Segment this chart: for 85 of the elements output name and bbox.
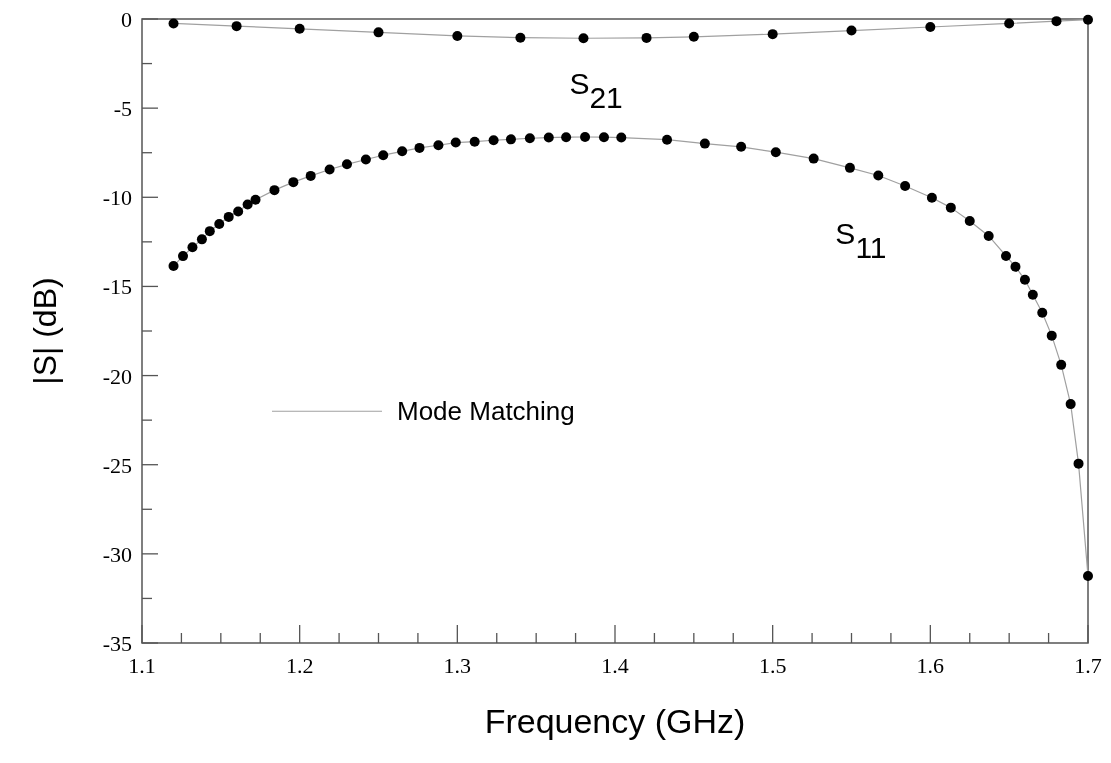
- point: [515, 32, 526, 43]
- x-tick-label: 1.4: [601, 653, 629, 678]
- point: [983, 230, 994, 241]
- y-tick-label: -10: [102, 185, 132, 211]
- point: [341, 159, 352, 170]
- point: [1065, 399, 1076, 410]
- point: [524, 133, 535, 144]
- point: [543, 132, 554, 143]
- y-tick-label: -20: [102, 363, 132, 389]
- point: [452, 30, 463, 41]
- point: [242, 199, 253, 210]
- point: [288, 177, 299, 188]
- point: [204, 226, 215, 237]
- x-tick-label: 1.3: [443, 653, 472, 678]
- point: [469, 136, 480, 147]
- point: [373, 27, 384, 38]
- point: [378, 150, 389, 161]
- point: [294, 23, 305, 34]
- point: [598, 132, 609, 143]
- point: [1019, 274, 1030, 285]
- point: [250, 194, 261, 205]
- x-tick-label: 1.6: [916, 653, 945, 678]
- point: [397, 146, 408, 157]
- point: [177, 251, 188, 262]
- point: [1083, 570, 1093, 581]
- point: [580, 132, 591, 143]
- point: [488, 135, 499, 146]
- point: [1010, 261, 1021, 272]
- point: [269, 185, 280, 196]
- x-tick-label: 1.7: [1074, 653, 1102, 678]
- point: [616, 132, 627, 143]
- point: [873, 170, 884, 181]
- point: [770, 147, 781, 158]
- point: [324, 164, 335, 175]
- x-tick-label: 1.2: [285, 653, 314, 678]
- point: [450, 137, 461, 148]
- point: [736, 141, 747, 152]
- point: [844, 162, 855, 173]
- point: [196, 234, 207, 245]
- x-tick-label: 1.5: [758, 653, 787, 678]
- x-tick-label: 1.1: [128, 653, 156, 678]
- point: [1037, 307, 1048, 318]
- point: [926, 192, 937, 203]
- point: [168, 260, 179, 271]
- point: [1051, 16, 1062, 27]
- point: [1083, 14, 1093, 25]
- point: [808, 153, 819, 164]
- point: [641, 32, 652, 43]
- point: [964, 216, 975, 226]
- y-axis-title: |S| (dB): [27, 277, 63, 385]
- point: [223, 211, 234, 222]
- point: [561, 132, 572, 143]
- point: [231, 21, 242, 32]
- point: [945, 202, 956, 213]
- point: [900, 181, 911, 192]
- point: [433, 140, 444, 151]
- point: [414, 142, 425, 153]
- point: [360, 154, 371, 165]
- point: [305, 170, 316, 181]
- point: [662, 134, 673, 145]
- y-tick-label: -15: [102, 274, 132, 300]
- y-tick-label: -5: [113, 96, 132, 122]
- point: [168, 18, 179, 29]
- point: [1056, 359, 1067, 370]
- point: [846, 25, 857, 36]
- point: [187, 242, 198, 253]
- y-tick-label: 0: [121, 7, 132, 32]
- y-tick-label: -35: [102, 631, 132, 656]
- point: [214, 219, 225, 230]
- point: [1001, 250, 1012, 261]
- point: [233, 206, 244, 217]
- y-tick-label: -30: [102, 541, 132, 567]
- point: [578, 33, 589, 44]
- point: [767, 29, 778, 40]
- y-tick-label: -25: [102, 452, 132, 478]
- point: [505, 134, 516, 145]
- point: [1046, 330, 1057, 341]
- point: [688, 31, 699, 42]
- point: [1073, 458, 1084, 469]
- x-axis-title: Frequency (GHz): [484, 702, 746, 740]
- point: [1004, 18, 1015, 29]
- point: [699, 138, 710, 149]
- point: [925, 22, 936, 33]
- legend-label: Mode Matching: [397, 396, 575, 427]
- point: [1027, 289, 1038, 300]
